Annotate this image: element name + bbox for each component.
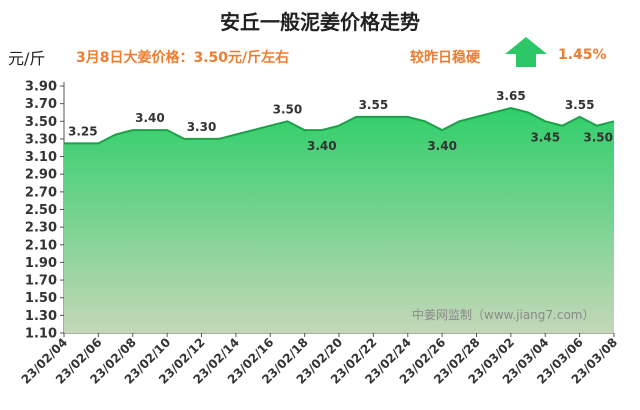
x-axis: 23/02/0423/02/0623/02/0823/02/1023/02/12…	[19, 332, 620, 387]
data-label: 3.40	[135, 111, 165, 125]
data-label: 3.55	[359, 98, 389, 112]
y-axis: 1.10 1.30 1.50 1.70 1.90 2.10 2.30 2.50 2.70 2.90…	[25, 80, 65, 342]
price-line	[64, 107, 615, 145]
compare-text: 较昨日稳硬	[410, 50, 480, 66]
y-tick-label: 2.30	[25, 221, 57, 236]
up-arrow-icon	[505, 37, 547, 67]
y-tick-label: 3.90	[25, 80, 57, 95]
chart-title: 安丘一般泥姜价格走势	[220, 10, 420, 34]
data-label: 3.25	[68, 124, 98, 138]
watermark: 中姜网监制（www.jiang7.com）	[412, 308, 595, 322]
y-tick-label: 1.50	[25, 291, 57, 306]
data-label: 3.45	[530, 130, 560, 144]
y-tick-label: 1.30	[25, 309, 57, 324]
y-tick-label: 1.70	[25, 274, 57, 289]
y-tick-label: 3.70	[25, 97, 57, 112]
y-tick-label: 2.50	[25, 203, 57, 218]
data-label: 3.55	[565, 98, 595, 112]
y-tick-label: 3.50	[25, 115, 57, 130]
unit-label: 元/斤	[8, 49, 46, 68]
data-label: 3.50	[583, 130, 613, 144]
y-tick-label: 2.90	[25, 168, 57, 183]
data-label: 3.40	[427, 139, 457, 153]
data-labels: 3.25 3.40 3.30 3.50 3.40 3.55 3.40 3.65 3.45 3.55…	[68, 89, 613, 153]
y-tick-label: 2.10	[25, 238, 57, 253]
data-label: 3.40	[307, 139, 337, 153]
y-tick-label: 1.10	[25, 327, 57, 342]
y-tick-label: 2.70	[25, 185, 57, 200]
y-tick-label: 3.10	[25, 150, 57, 165]
data-label: 3.65	[496, 89, 526, 103]
y-tick-label: 1.90	[25, 256, 57, 271]
data-label: 3.50	[273, 102, 303, 116]
change-percent: 1.45%	[558, 47, 607, 63]
price-area	[64, 108, 614, 333]
price-note: 3月8日大姜价格：3.50元/斤左右	[76, 50, 290, 66]
data-label: 3.30	[187, 120, 217, 134]
y-tick-label: 3.30	[25, 132, 57, 147]
